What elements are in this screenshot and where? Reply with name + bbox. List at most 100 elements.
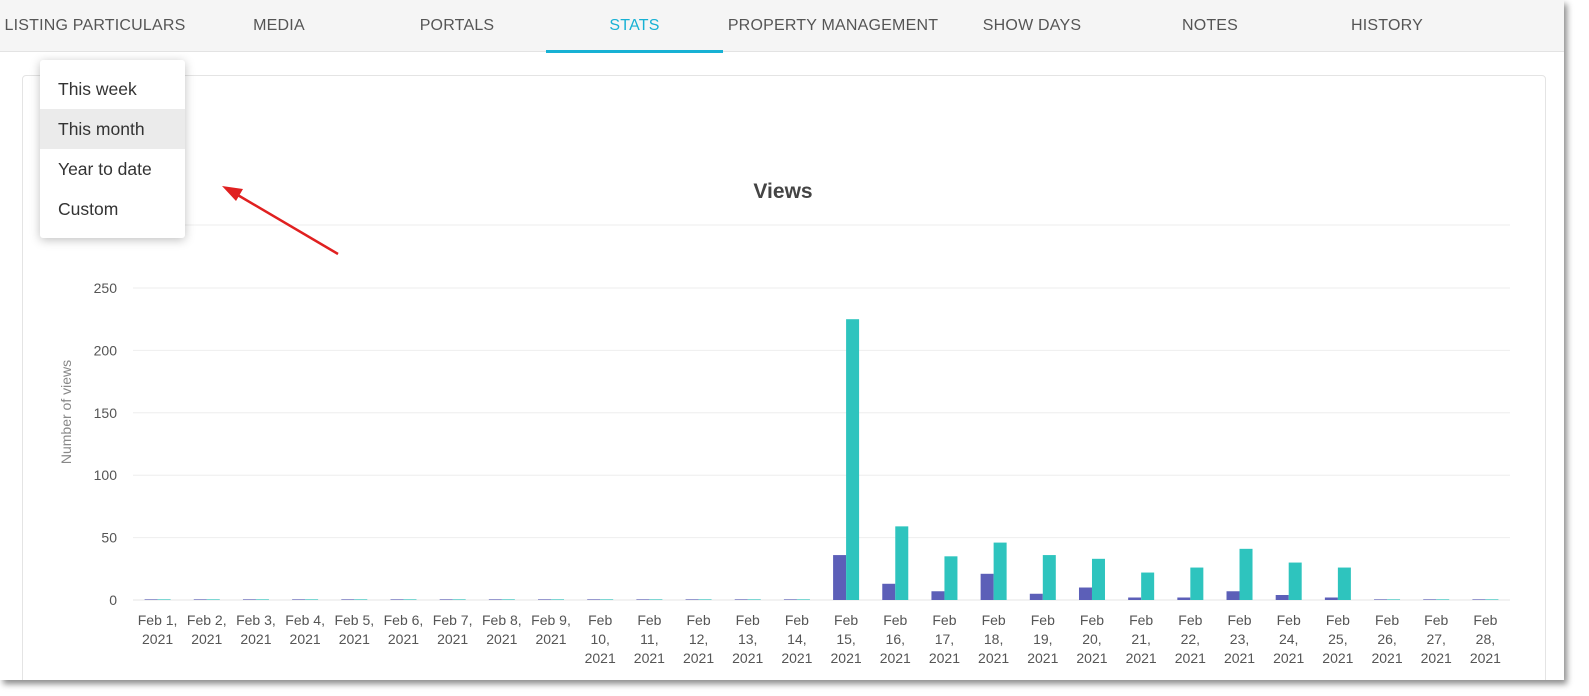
tab-property-management[interactable]: PROPERTY MANAGEMENT: [727, 17, 939, 34]
bar-series-1: [1226, 591, 1240, 600]
y-tick-label: 0: [109, 592, 117, 608]
x-tick-label: Feb 13, 2021: [732, 612, 763, 666]
x-tick-label: Feb 25, 2021: [1322, 612, 1353, 666]
bar-series-1: [144, 599, 158, 600]
x-tick-label: Feb 21, 2021: [1126, 612, 1157, 666]
bar-series-2: [206, 599, 220, 600]
tab-portals[interactable]: PORTALS: [419, 17, 495, 34]
bar-series-1: [587, 599, 601, 600]
bar-series-2: [157, 599, 171, 600]
y-tick-label: 250: [94, 280, 118, 296]
bar-series-1: [1324, 597, 1338, 600]
bar-series-1: [193, 599, 207, 600]
y-tick-labels: 0 50 100 150 200 250: [94, 280, 118, 608]
x-tick-label: Feb 10, 2021: [585, 612, 616, 666]
x-tick-label: Feb 17, 2021: [929, 612, 960, 666]
bar-series-2: [1288, 562, 1302, 600]
bar-series-1: [882, 583, 896, 600]
bar-series-1: [292, 599, 306, 600]
bar-series-2: [796, 599, 810, 600]
bar-series-2: [895, 526, 909, 600]
x-tick-label: Feb 12, 2021: [683, 612, 714, 666]
tab-bar: LISTING PARTICULARS MEDIA PORTALS STATS …: [0, 0, 1564, 53]
bar-series-2: [1239, 548, 1253, 600]
chart-title: Views: [753, 180, 812, 203]
y-tick-label: 150: [94, 405, 118, 421]
menu-item-this-week[interactable]: This week: [58, 79, 137, 99]
x-tick-label: Feb 20, 2021: [1076, 612, 1107, 666]
x-tick-label: Feb 28, 2021: [1470, 612, 1501, 666]
x-tick-label: Feb 7, 2021: [433, 612, 473, 647]
bar-series-1: [833, 555, 847, 600]
x-tick-label: Feb 16, 2021: [880, 612, 911, 666]
menu-item-this-month[interactable]: This month: [40, 109, 185, 149]
x-tick-label: Feb 26, 2021: [1371, 612, 1402, 666]
menu-item-year-to-date[interactable]: Year to date: [58, 159, 152, 179]
bar-series-2: [1387, 599, 1401, 600]
bar-series-2: [1091, 558, 1105, 600]
x-tick-label: Feb 9, 2021: [531, 612, 571, 647]
bar-series-2: [993, 542, 1007, 600]
x-tick-label: Feb 18, 2021: [978, 612, 1009, 666]
x-tick-label: Feb 27, 2021: [1421, 612, 1452, 666]
bar-series-1: [1078, 587, 1092, 600]
x-tick-label: Feb 5, 2021: [334, 612, 374, 647]
bar-series-1: [488, 599, 502, 600]
bar-series-2: [354, 599, 368, 600]
y-tick-label: 50: [101, 530, 117, 546]
bar-series-1: [636, 599, 650, 600]
bar-series-2: [944, 556, 958, 600]
x-tick-label: Feb 22, 2021: [1175, 612, 1206, 666]
bar-series-1: [390, 599, 404, 600]
tab-stats[interactable]: STATS: [546, 0, 723, 53]
x-tick-label: Feb 1, 2021: [138, 612, 178, 647]
bar-series-2: [255, 599, 269, 600]
bar-series-2: [1485, 599, 1499, 600]
x-tick-label: Feb 24, 2021: [1273, 612, 1304, 666]
bar-series-1: [1029, 593, 1043, 600]
x-tick-label: Feb 14, 2021: [781, 612, 812, 666]
bar-series-1: [242, 599, 256, 600]
bar-series-2: [1190, 567, 1204, 600]
bar-series-1: [980, 573, 994, 600]
bar-series-2: [1042, 555, 1056, 600]
y-tick-label: 100: [94, 467, 118, 483]
bar-series-2: [551, 599, 565, 600]
x-tick-label: Feb 3, 2021: [236, 612, 276, 647]
x-tick-label: Feb 6, 2021: [384, 612, 424, 647]
bar-series: [144, 319, 1499, 600]
bar-series-1: [685, 599, 699, 600]
views-chart: Views Number of views 0 50 100 150 200 250 Fe…: [58, 180, 1510, 666]
bar-series-1: [538, 599, 552, 600]
bar-series-1: [439, 599, 453, 600]
x-tick-label: Feb 11, 2021: [634, 612, 665, 666]
y-axis-label: Number of views: [58, 360, 74, 464]
x-tick-labels: Feb 1, 2021 Feb 2, 2021 Feb 3, 2021 Feb 4, 2021…: [138, 612, 1501, 666]
tab-show-days[interactable]: SHOW DAYS: [982, 17, 1082, 34]
bar-series-1: [783, 599, 797, 600]
bar-series-2: [747, 599, 761, 600]
x-tick-label: Feb 23, 2021: [1224, 612, 1255, 666]
tab-media[interactable]: MEDIA: [253, 17, 305, 34]
bar-series-2: [1436, 599, 1450, 600]
x-tick-label: Feb 19, 2021: [1027, 612, 1058, 666]
tab-history[interactable]: HISTORY: [1351, 17, 1423, 34]
bar-series-1: [1128, 597, 1142, 600]
bar-series-1: [1275, 595, 1289, 600]
bar-series-2: [501, 599, 515, 600]
tab-notes[interactable]: NOTES: [1181, 17, 1239, 34]
tab-listing-particulars[interactable]: LISTING PARTICULARS: [4, 17, 186, 34]
menu-item-custom[interactable]: Custom: [58, 199, 119, 219]
bar-series-2: [305, 599, 319, 600]
bar-series-2: [600, 599, 614, 600]
bar-series-1: [1374, 599, 1388, 600]
x-tick-label: Feb 2, 2021: [187, 612, 227, 647]
bar-series-2: [1337, 567, 1351, 600]
bar-series-2: [452, 599, 466, 600]
bar-series-2: [649, 599, 663, 600]
bar-series-1: [1177, 597, 1191, 600]
y-tick-label: 200: [94, 342, 118, 358]
stats-panel: LISTING PARTICULARS MEDIA PORTALS STATS …: [0, 0, 1564, 680]
bar-series-1: [341, 599, 355, 600]
bar-series-1: [1472, 599, 1486, 600]
